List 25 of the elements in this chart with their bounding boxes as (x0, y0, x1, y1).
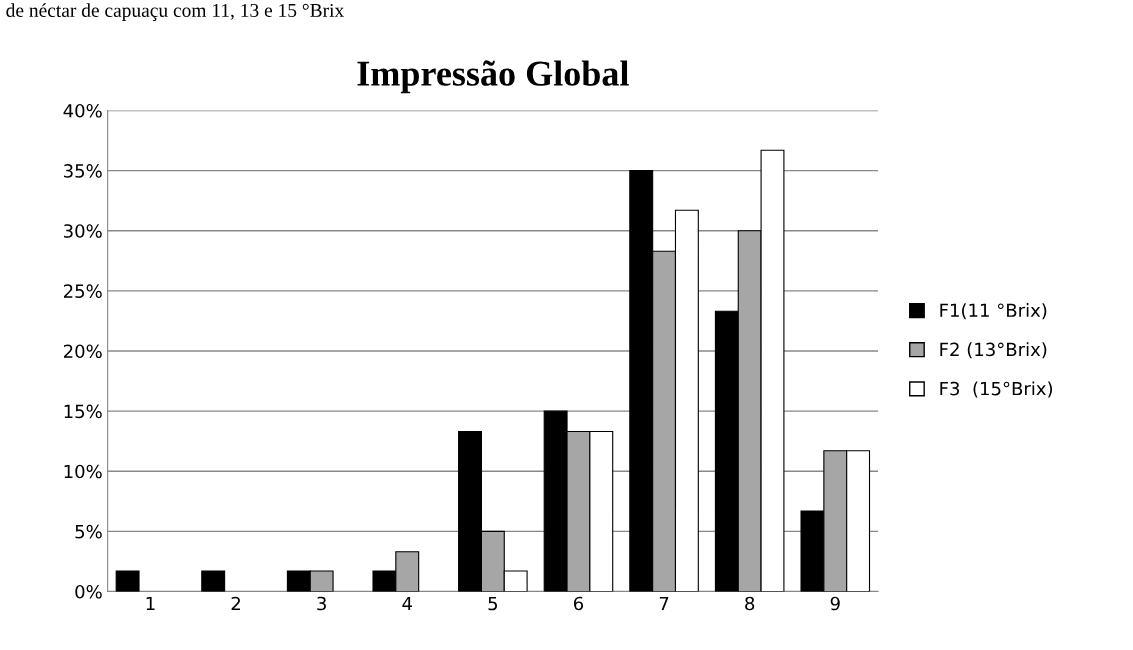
legend-label: F3 (15°Brix) (940, 381, 1053, 398)
x-tick-label: 2 (231, 596, 240, 611)
y-tick-label: 15% (64, 404, 102, 419)
y-tick-label: 0% (75, 584, 102, 599)
y-tick-label: 5% (75, 524, 102, 539)
bar (201, 570, 226, 592)
y-tick-label: 25% (63, 284, 102, 298)
x-tick-label: 8 (745, 596, 755, 611)
y-tick-label: 20% (63, 344, 102, 359)
x-tick-label: 6 (573, 596, 584, 611)
x-tick-label: 9 (830, 596, 840, 611)
x-tick-label: 1 (146, 596, 155, 611)
bar (115, 570, 140, 592)
x-tick-label: 7 (659, 596, 669, 611)
chart-title: Impressão Global (357, 60, 629, 94)
y-tick-label: 35% (64, 164, 102, 178)
y-tick-label: 40% (63, 103, 102, 118)
legend-label: F2 (13°Brix) (940, 342, 1047, 359)
text: de néctar de capuaçu com 11, 13 e 15 °Brix (6, 3, 344, 21)
x-tick-label: 5 (488, 596, 498, 611)
legend-label: F1(11 °Brix) (940, 303, 1047, 320)
y-tick-label: 10% (64, 464, 102, 479)
x-tick-label: 4 (402, 596, 412, 611)
x-tick-label: 3 (317, 596, 326, 611)
y-tick-label: 30% (64, 224, 102, 238)
